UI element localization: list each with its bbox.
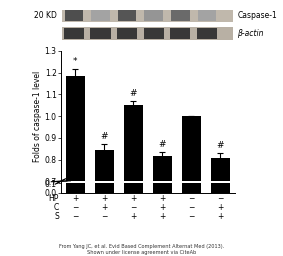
Bar: [171, 10, 190, 22]
Bar: [124, 183, 143, 193]
Text: +: +: [101, 194, 108, 203]
Bar: [95, 150, 114, 256]
Text: 20 KD: 20 KD: [35, 12, 57, 20]
Bar: [182, 116, 201, 256]
Bar: [182, 183, 201, 193]
Text: β-actin: β-actin: [237, 29, 264, 38]
Bar: [95, 183, 114, 193]
Text: +: +: [217, 203, 224, 212]
Text: −: −: [188, 212, 195, 221]
Bar: [66, 183, 85, 193]
Text: +: +: [159, 203, 166, 212]
Text: +: +: [159, 194, 166, 203]
Bar: [91, 10, 110, 22]
Text: +: +: [159, 212, 166, 221]
Bar: [153, 183, 172, 193]
Bar: [211, 158, 230, 256]
Text: #: #: [130, 89, 137, 98]
Text: −: −: [130, 203, 137, 212]
Text: Caspase-1: Caspase-1: [237, 12, 277, 20]
Text: +: +: [130, 194, 137, 203]
Bar: [144, 10, 163, 22]
Text: *: *: [73, 57, 78, 66]
Text: #: #: [216, 141, 224, 150]
Bar: [117, 28, 137, 39]
Text: −: −: [72, 203, 79, 212]
Bar: [197, 28, 217, 39]
Bar: [143, 28, 164, 39]
Bar: [62, 9, 233, 22]
Text: +: +: [72, 194, 79, 203]
Bar: [90, 28, 111, 39]
Bar: [153, 156, 172, 256]
Text: −: −: [101, 212, 108, 221]
Bar: [198, 10, 216, 22]
Text: S: S: [54, 212, 59, 221]
Text: +: +: [101, 203, 108, 212]
Bar: [170, 28, 190, 39]
Text: −: −: [217, 194, 224, 203]
Bar: [124, 105, 143, 256]
Text: +: +: [130, 212, 137, 221]
Bar: [64, 28, 84, 39]
Bar: [62, 27, 233, 40]
Text: −: −: [72, 212, 79, 221]
Y-axis label: Folds of caspase-1 level: Folds of caspase-1 level: [33, 70, 42, 162]
Text: −: −: [188, 203, 195, 212]
Text: +: +: [217, 212, 224, 221]
Bar: [65, 10, 83, 22]
Bar: [211, 183, 230, 193]
Text: #: #: [100, 132, 108, 142]
Text: C: C: [53, 203, 59, 212]
Text: #: #: [158, 140, 166, 149]
Text: −: −: [188, 194, 195, 203]
Bar: [66, 76, 85, 256]
Text: From Yang JC, et al. Evid Based Complement Alternat Med (2013).
Shown under lice: From Yang JC, et al. Evid Based Compleme…: [59, 244, 224, 255]
Bar: [118, 10, 136, 22]
Text: HP: HP: [48, 194, 59, 203]
